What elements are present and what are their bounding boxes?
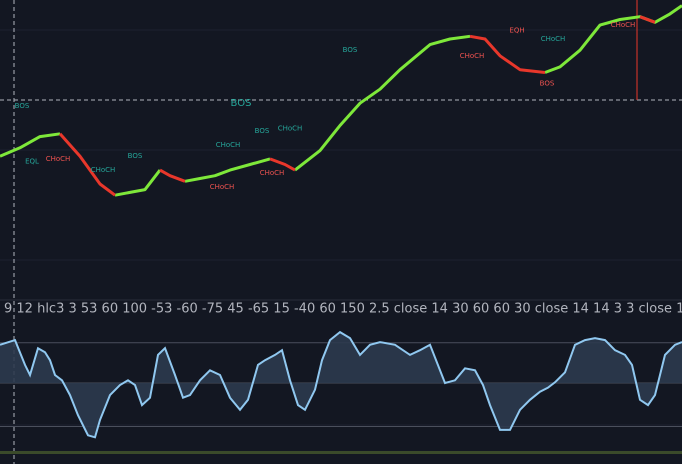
structure-label: CHoCH bbox=[611, 21, 636, 29]
structure-label: BOS bbox=[15, 102, 30, 110]
structure-label: CHoCH bbox=[541, 35, 566, 43]
structure-label: BOS bbox=[128, 152, 143, 160]
structure-label: EQH bbox=[509, 27, 524, 35]
structure-label: CHoCH bbox=[278, 124, 303, 132]
structure-label: CHoCH bbox=[460, 52, 485, 60]
structure-label: CHoCH bbox=[210, 183, 235, 191]
structure-label: EQL bbox=[25, 158, 39, 166]
indicator-settings: 9 12 hlc3 3 53 60 100 -53 -60 -75 45 -65… bbox=[4, 302, 682, 317]
structure-label: CHoCH bbox=[260, 169, 285, 177]
structure-label: CHoCH bbox=[46, 155, 71, 163]
structure-label: BOS bbox=[343, 46, 358, 54]
structure-label: BOS bbox=[540, 80, 555, 88]
structure-label: BOS bbox=[255, 127, 270, 135]
structure-label: CHoCH bbox=[91, 166, 116, 174]
oscillator-line bbox=[0, 330, 682, 439]
structure-label: BOS bbox=[231, 98, 252, 109]
trend-line bbox=[0, 4, 682, 197]
oscillator-area bbox=[0, 332, 682, 438]
structure-label: CHoCH bbox=[216, 141, 241, 149]
trend-line bbox=[58, 15, 656, 197]
grid bbox=[0, 29, 682, 426]
bottom-strip bbox=[0, 451, 682, 454]
